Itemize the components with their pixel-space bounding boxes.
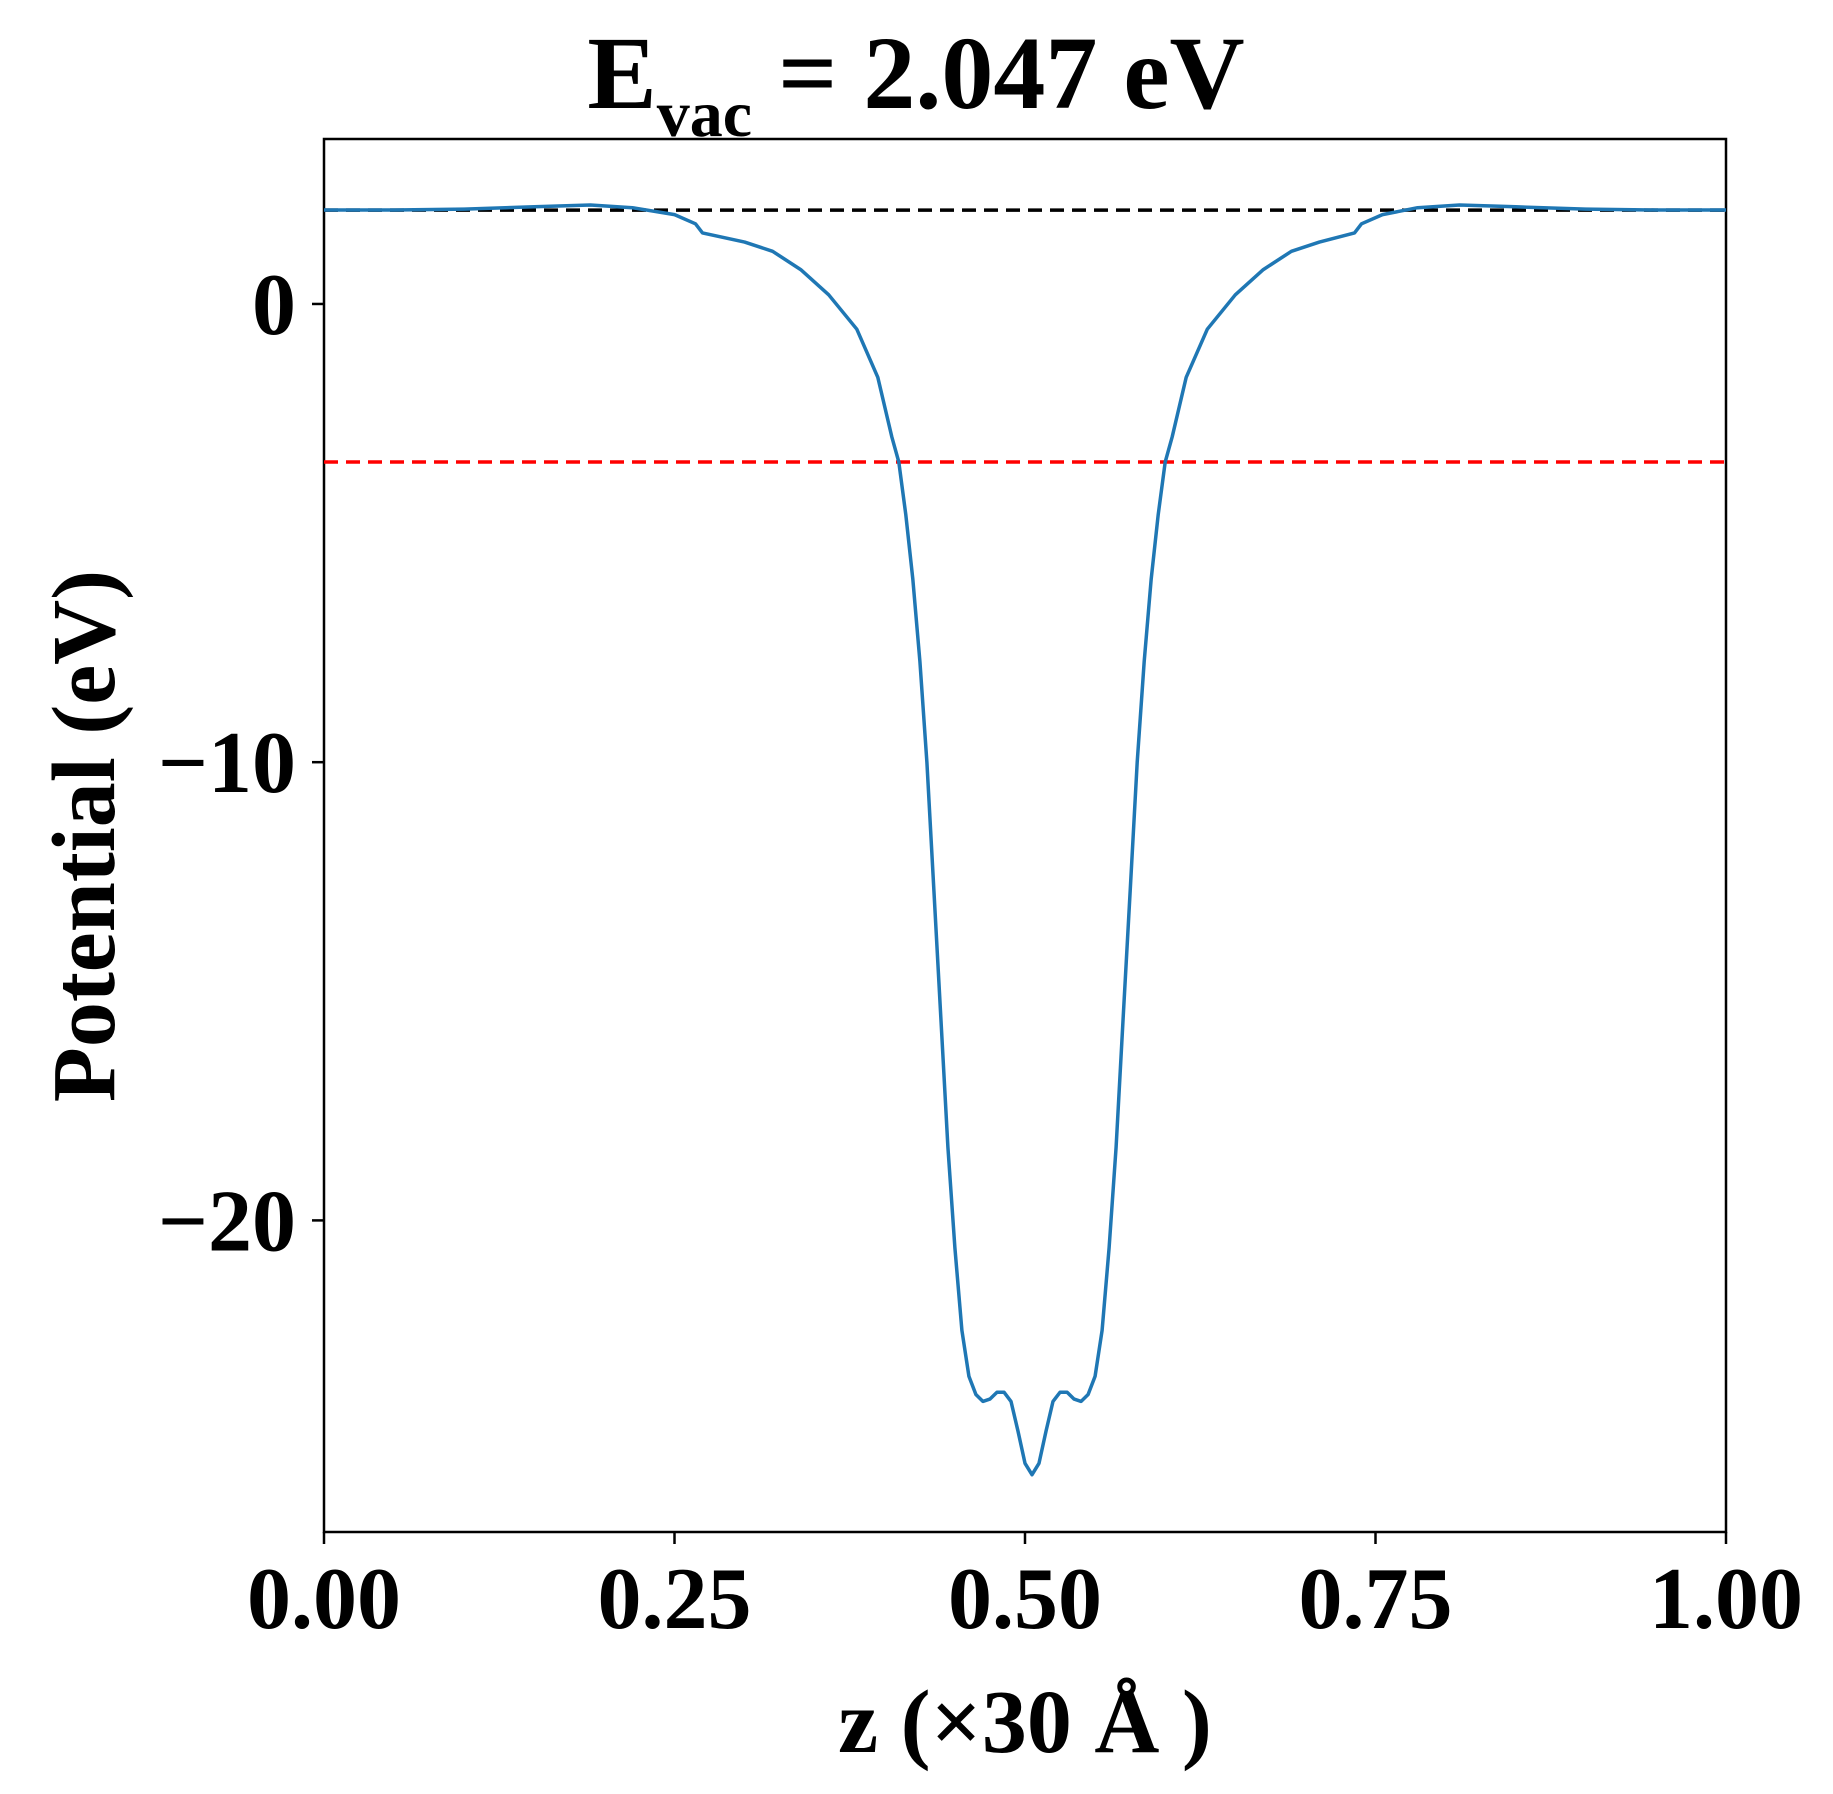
potential-curve (324, 203, 1726, 1477)
y-axis-label: Potential (eV) (35, 570, 134, 1102)
title-main: E (587, 16, 656, 131)
x-axis-label: z (×30 Å ) (838, 1673, 1212, 1772)
x-tick-label: 0.75 (1299, 1551, 1453, 1648)
x-tick-label: 1.00 (1649, 1551, 1803, 1648)
y-tick-label: 0 (252, 257, 296, 354)
x-tick-label: 0.00 (247, 1551, 401, 1648)
y-tick-label: −20 (158, 1173, 296, 1270)
y-tick-label: −10 (158, 715, 296, 812)
title-rest: = 2.047 eV (752, 16, 1245, 131)
x-tick-label: 0.50 (948, 1551, 1102, 1648)
chart-title: Evac = 2.047 eV (587, 16, 1244, 151)
plot-frame (322, 137, 1728, 1534)
y-axis-ticks: 0 −10 −20 (158, 257, 324, 1270)
x-tick-label: 0.25 (598, 1551, 752, 1648)
x-axis-ticks: 0.00 0.25 0.50 0.75 1.00 (247, 1532, 1803, 1648)
